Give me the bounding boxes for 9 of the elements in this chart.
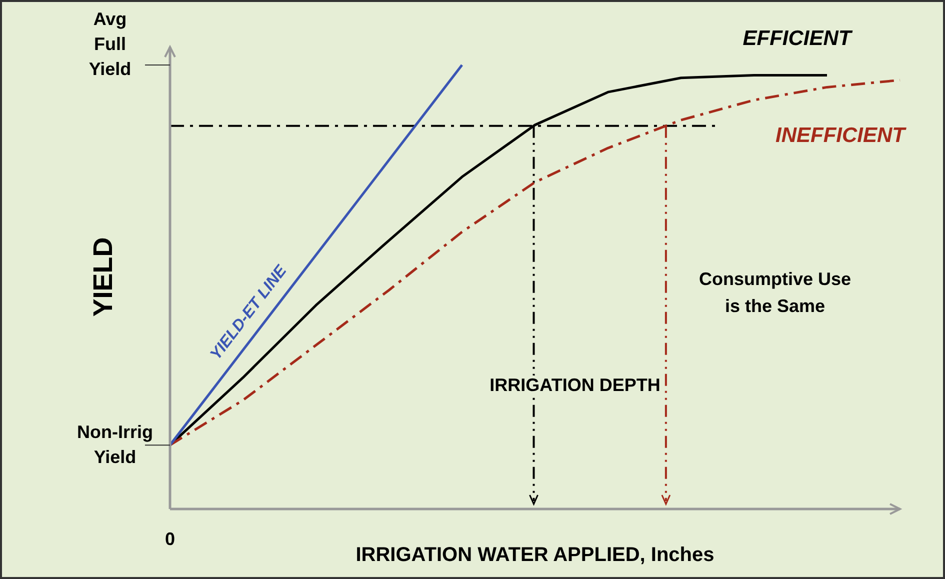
annotation: Consumptive Use is the Same	[698, 269, 852, 316]
annotation: IRRIGATION DEPTH	[490, 375, 660, 395]
x-axis-title: IRRIGATION WATER APPLIED, Inches	[356, 544, 714, 566]
series-label: INEFFICIENT	[776, 124, 908, 148]
text: Non-Irrig Yield	[77, 422, 153, 468]
y-axis-title: YIELD	[88, 237, 118, 317]
series-label: EFFICIENT	[742, 27, 854, 50]
text: Avg Full Yield	[88, 9, 132, 79]
text: 0	[164, 529, 176, 549]
